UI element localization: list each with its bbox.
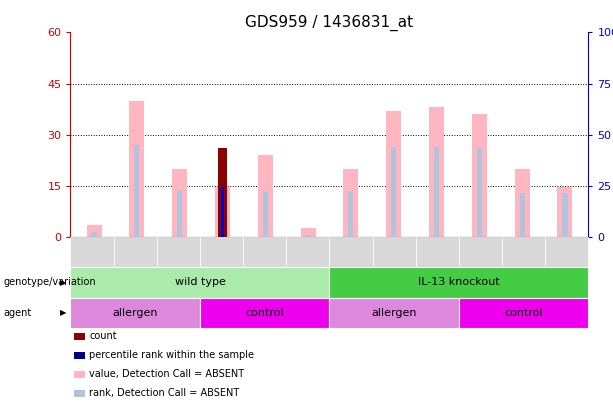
Text: ▶: ▶	[59, 278, 66, 287]
Text: control: control	[245, 308, 284, 318]
Title: GDS959 / 1436831_at: GDS959 / 1436831_at	[245, 15, 414, 31]
Bar	[172, 169, 187, 237]
Bar	[129, 100, 144, 237]
Bar	[215, 188, 230, 237]
Bar	[429, 107, 444, 237]
Text: wild type: wild type	[175, 277, 226, 288]
Bar	[391, 147, 396, 237]
Bar	[557, 188, 573, 237]
Bar	[386, 111, 401, 237]
Bar	[472, 114, 487, 237]
Bar	[434, 147, 439, 237]
Text: percentile rank within the sample: percentile rank within the sample	[89, 350, 254, 360]
Bar	[221, 188, 224, 237]
Text: allergen: allergen	[371, 308, 417, 318]
Bar	[562, 193, 568, 237]
Text: genotype/variation: genotype/variation	[3, 277, 96, 288]
Bar	[258, 155, 273, 237]
Bar	[515, 169, 530, 237]
Bar	[263, 191, 268, 237]
Text: allergen: allergen	[113, 308, 158, 318]
Text: count: count	[89, 331, 117, 341]
Bar	[177, 191, 182, 237]
Text: IL-13 knockout: IL-13 knockout	[418, 277, 500, 288]
Text: agent: agent	[3, 308, 31, 318]
Bar	[91, 232, 97, 237]
Text: rank, Detection Call = ABSENT: rank, Detection Call = ABSENT	[89, 388, 240, 398]
Bar	[86, 225, 102, 237]
Bar	[300, 228, 316, 237]
Text: ▶: ▶	[59, 308, 66, 318]
Bar	[218, 148, 227, 237]
Bar	[477, 148, 482, 237]
Bar	[343, 169, 359, 237]
Bar	[520, 193, 525, 237]
Bar	[134, 145, 139, 237]
Bar	[220, 189, 225, 237]
Bar	[348, 191, 354, 237]
Text: value, Detection Call = ABSENT: value, Detection Call = ABSENT	[89, 369, 245, 379]
Text: control: control	[504, 308, 543, 318]
Bar	[305, 235, 311, 237]
